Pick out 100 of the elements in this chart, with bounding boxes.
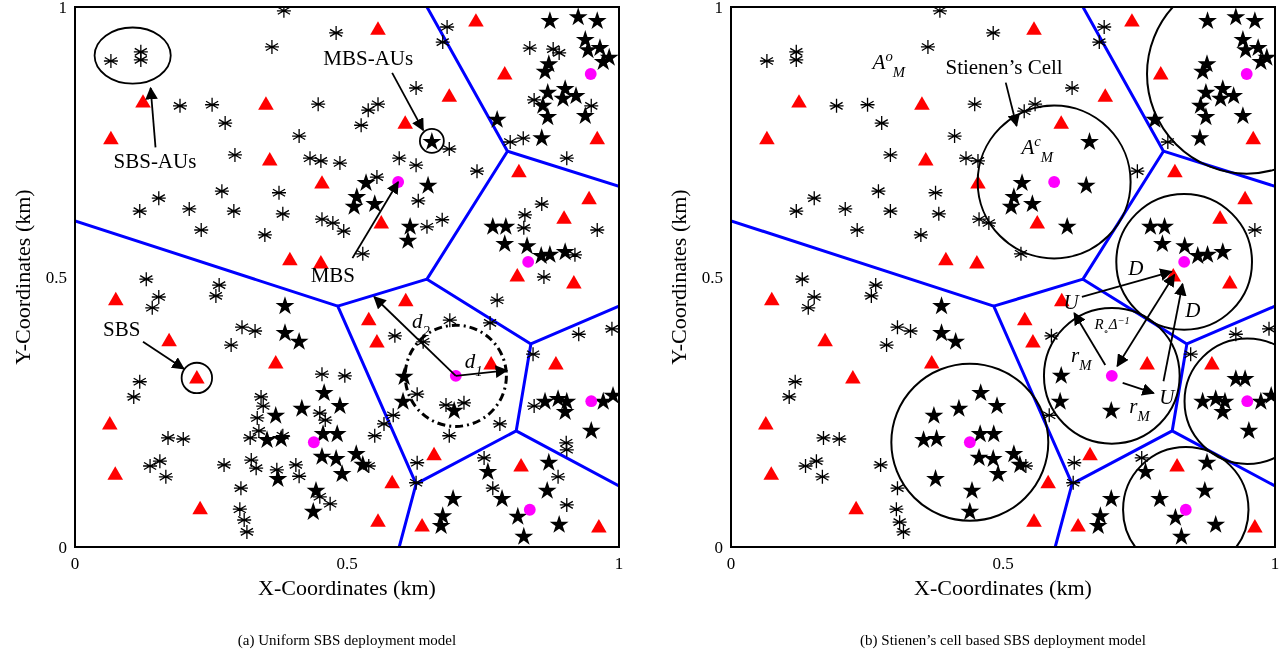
point (1245, 130, 1262, 145)
point (261, 151, 278, 166)
point (764, 291, 780, 306)
y-axis-title: Y-Coordinates (km) (666, 189, 691, 365)
point (161, 332, 177, 347)
point (468, 13, 484, 27)
point (923, 354, 940, 369)
point (373, 215, 390, 229)
point (548, 356, 564, 370)
point (1167, 163, 1183, 178)
text: (a) Uniform SBS deployment model (237, 632, 457, 649)
point (1026, 21, 1042, 35)
point (763, 466, 780, 480)
y-tick-label: 1 (58, 0, 67, 17)
point (384, 474, 400, 489)
y-axis-title: Y-Coordinates (km) (10, 189, 35, 365)
point (107, 466, 124, 480)
y-tick-label: 0 (714, 537, 723, 557)
point (817, 332, 833, 347)
x-tick-label: 0 (70, 554, 80, 573)
point (1124, 13, 1140, 27)
point (1152, 66, 1169, 80)
point (102, 415, 118, 430)
point (591, 519, 607, 533)
point (581, 190, 597, 205)
annotation: MBS-AUs (323, 45, 414, 70)
point (1247, 519, 1263, 533)
point (1070, 518, 1086, 532)
point (441, 88, 458, 102)
point (759, 130, 775, 145)
annotation: SBS-AUs (113, 148, 197, 173)
point (1025, 333, 1041, 348)
point (258, 96, 274, 110)
annotation: R$_{∘}$Δ$^{−1}$ (1093, 314, 1130, 337)
point (135, 94, 151, 108)
point (370, 21, 386, 35)
point (370, 513, 386, 527)
x-axis-title: X-Coordinates (km) (914, 575, 1092, 600)
point (397, 292, 414, 307)
point (1029, 215, 1046, 229)
point (313, 255, 329, 269)
point (938, 251, 954, 266)
point (314, 175, 330, 189)
y-tick-label: 0 (58, 537, 67, 557)
annotation: Stienen’s Cell (945, 55, 1063, 80)
point (969, 255, 985, 269)
annotation: r$_{M}$ (1129, 394, 1151, 425)
point (360, 311, 377, 326)
point (848, 500, 864, 515)
annotation: U (1063, 290, 1081, 315)
y-tick-label: 1 (714, 0, 723, 17)
point (192, 500, 208, 515)
point (556, 210, 572, 224)
annotation: D (1184, 298, 1201, 323)
point (426, 446, 442, 461)
point (103, 130, 119, 145)
text: (b) Stienen’s cell based SBS deployment model (860, 632, 1146, 649)
point (1212, 210, 1228, 224)
point (511, 163, 527, 178)
point (1204, 356, 1220, 370)
x-tick-label: 0.5 (992, 554, 1014, 573)
point (758, 415, 774, 430)
point (397, 115, 413, 129)
point (513, 458, 529, 472)
point (914, 96, 930, 110)
point (1139, 356, 1155, 370)
point (1237, 190, 1253, 205)
point (496, 66, 513, 80)
point (1222, 275, 1238, 289)
point (414, 518, 430, 532)
point (509, 268, 526, 282)
y-tick-label: 0.5 (45, 267, 67, 287)
point (108, 291, 124, 306)
point (1040, 474, 1056, 489)
x-tick-label: 1 (1270, 554, 1280, 573)
point (1053, 115, 1069, 129)
point (917, 151, 934, 166)
point (282, 251, 298, 266)
point (369, 333, 385, 348)
annotation: r$_{M}$ (1071, 343, 1093, 374)
x-axis-title: X-Coordinates (km) (258, 575, 436, 600)
point (267, 354, 284, 369)
annotation: D (1127, 256, 1144, 281)
annotation: SBS (103, 317, 141, 342)
point (1016, 311, 1033, 326)
point (566, 275, 582, 289)
annotation: U (1159, 385, 1177, 410)
point (791, 94, 807, 108)
point (589, 130, 606, 145)
point (1169, 458, 1185, 472)
x-tick-label: 0.5 (336, 554, 358, 573)
annotation: MBS (310, 263, 356, 288)
point (522, 255, 535, 268)
point (523, 503, 536, 516)
point (1097, 88, 1114, 102)
y-tick-label: 0.5 (701, 267, 723, 287)
x-tick-label: 0 (726, 554, 736, 573)
point (1026, 513, 1042, 527)
x-tick-label: 1 (614, 554, 624, 573)
point (845, 370, 861, 384)
